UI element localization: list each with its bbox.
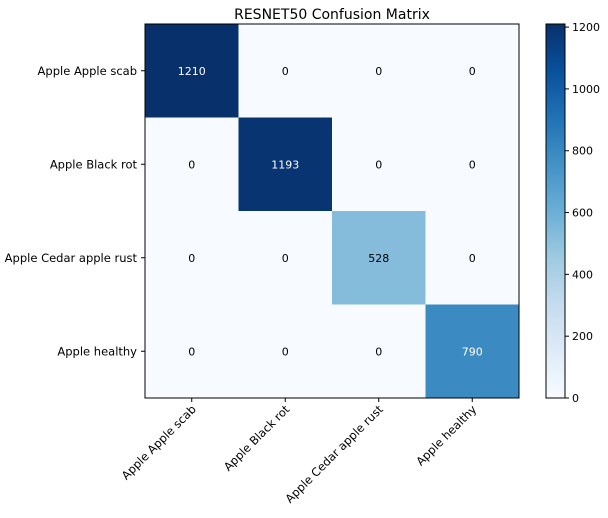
cell-value-label: 0 <box>188 345 195 358</box>
cell-value-label: 0 <box>469 65 476 78</box>
heatmap-cell <box>425 211 520 305</box>
heatmap-cell <box>145 117 239 212</box>
heatmap-cell <box>332 304 426 399</box>
cell-value-labels: 1210 0 0 0 0 1193 0 0 0 0 528 0 0 0 0 790 <box>178 65 483 359</box>
colorbar-gradient <box>545 23 566 399</box>
heatmap-cell <box>145 24 239 118</box>
colorbar-tick-label: 0 <box>572 392 579 405</box>
heatmap-cell <box>332 117 426 212</box>
cell-value-label: 528 <box>368 252 389 265</box>
cell-value-label: 0 <box>188 252 195 265</box>
heatmap-cell <box>145 304 239 399</box>
plot-frame <box>144 23 520 399</box>
chart-title: RESNET50 Confusion Matrix <box>234 7 430 23</box>
heatmap-cell <box>238 24 333 118</box>
colorbar-tick-label: 1000 <box>572 83 600 96</box>
y-tick-label: Apple Cedar apple rust <box>5 251 138 265</box>
cell-value-label: 0 <box>282 65 289 78</box>
colorbar-tick-label: 600 <box>572 207 593 220</box>
colorbar-tick-label: 800 <box>572 145 593 158</box>
heatmap-cells <box>145 24 520 399</box>
cell-value-label: 0 <box>469 158 476 171</box>
heatmap-cell <box>332 211 426 305</box>
heatmap-cell <box>425 117 520 212</box>
cell-value-label: 0 <box>188 158 195 171</box>
heatmap-cell <box>332 24 426 118</box>
colorbar-tick-label: 200 <box>572 330 593 343</box>
cell-value-label: 0 <box>282 252 289 265</box>
cell-value-label: 0 <box>282 345 289 358</box>
x-tick-label: Apple Black rot <box>221 402 293 474</box>
colorbar-tick-label: 1200 <box>572 21 600 34</box>
cell-value-label: 0 <box>375 345 382 358</box>
x-tick-label: Apple healthy <box>413 402 479 468</box>
heatmap-cell <box>238 117 333 212</box>
heatmap-cell <box>145 211 239 305</box>
cell-value-label: 0 <box>375 158 382 171</box>
cell-value-label: 790 <box>462 345 483 358</box>
y-tick-label: Apple healthy <box>57 344 137 358</box>
colorbar: 0 200 400 600 800 1000 1200 <box>545 21 600 405</box>
heatmap-cell <box>425 24 520 118</box>
cell-value-label: 0 <box>469 252 476 265</box>
cell-value-label: 0 <box>375 65 382 78</box>
y-tick-label: Apple Black rot <box>50 157 138 171</box>
x-tick-label: Apple Apple scab <box>119 402 199 482</box>
y-tick-label: Apple Apple scab <box>38 64 137 78</box>
x-tick-label: Apple Cedar apple rust <box>282 402 386 506</box>
heatmap-cell <box>238 304 333 399</box>
cell-value-label: 1210 <box>178 65 206 78</box>
heatmap-cell <box>238 211 333 305</box>
cell-value-label: 1193 <box>271 158 299 171</box>
heatmap-cell <box>425 304 520 399</box>
colorbar-tick-label: 400 <box>572 268 593 281</box>
